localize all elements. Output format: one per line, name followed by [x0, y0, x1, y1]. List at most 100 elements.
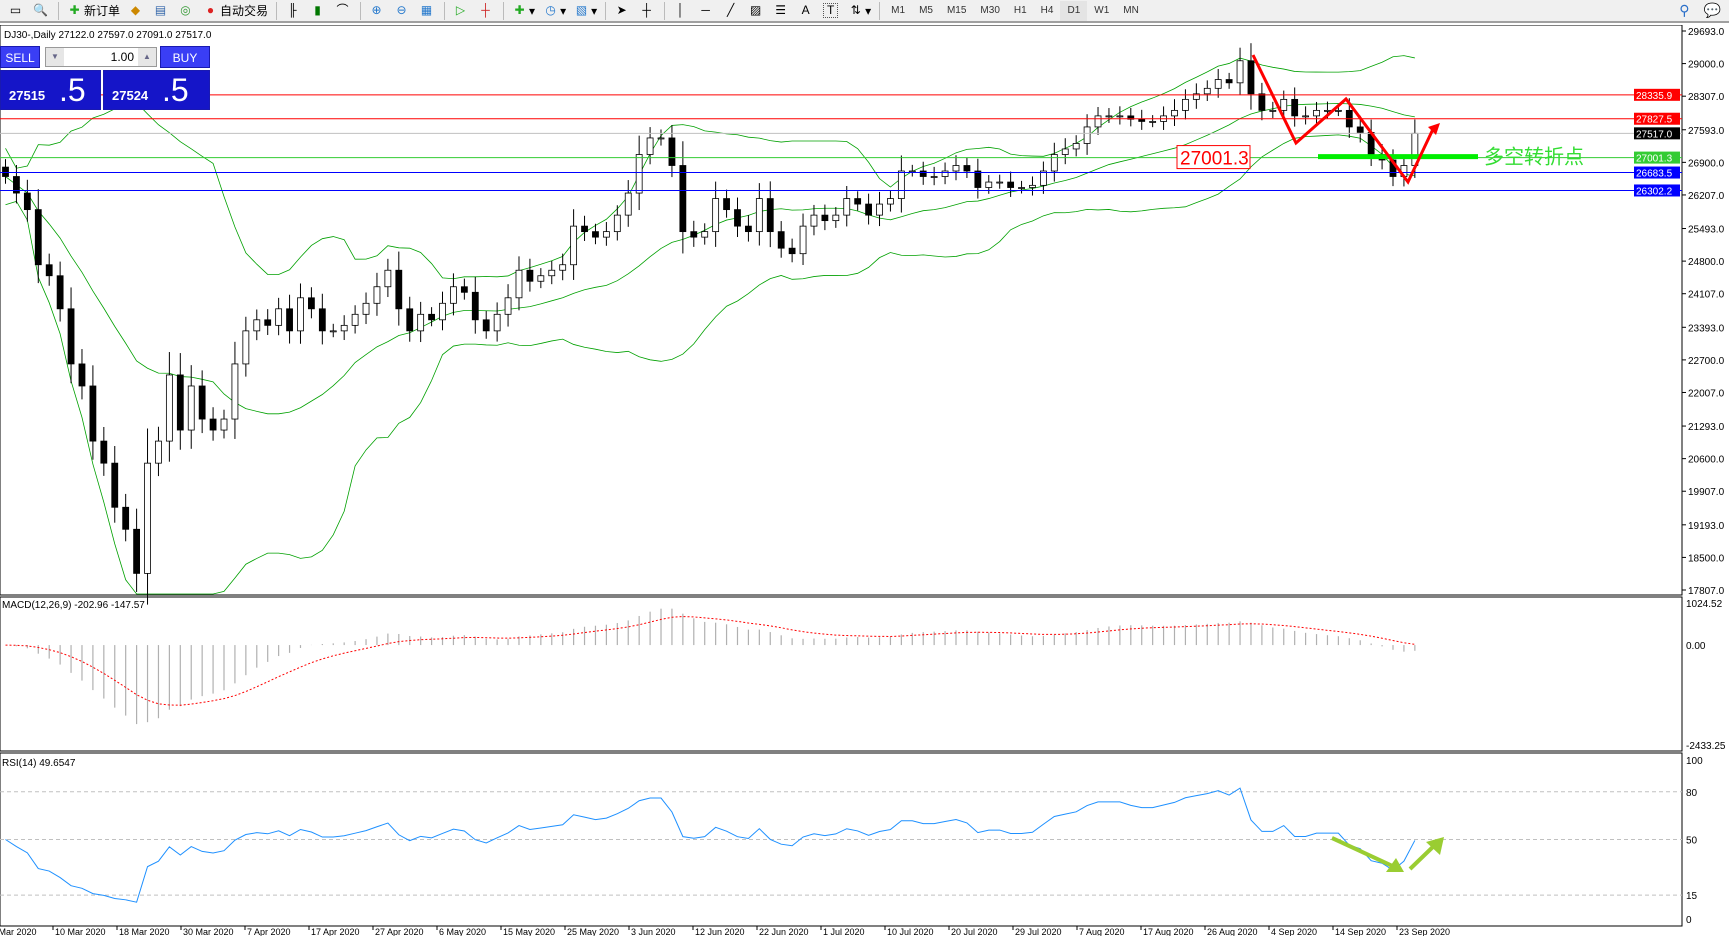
candle-body: [286, 308, 293, 332]
candle-body: [679, 165, 687, 233]
bar-chart-icon: ╟: [288, 3, 297, 17]
candle-body: [231, 363, 239, 420]
sell-button[interactable]: SELL: [0, 46, 40, 68]
text-label-button[interactable]: T: [819, 1, 844, 21]
buy-price-button[interactable]: 27524 .5: [103, 70, 210, 110]
macd-signal-line: [5, 616, 1415, 706]
timeframe-h4[interactable]: H4: [1040, 5, 1054, 16]
bar-chart-button[interactable]: ╟: [281, 1, 306, 21]
lot-input[interactable]: [64, 50, 138, 64]
timeframe-m15[interactable]: M15: [946, 5, 967, 16]
level-label-bg: [1634, 88, 1680, 101]
candle: [198, 370, 206, 434]
auto-trading-label: 自动交易: [220, 4, 269, 18]
text-button[interactable]: A: [794, 1, 819, 21]
chart-window[interactable]: 29693.0 29000.0 28307.0 27593.0 26900.0 26207…: [0, 25, 1729, 936]
indicators-button[interactable]: ✚ ▾: [508, 1, 539, 21]
candle: [428, 307, 435, 327]
level-label-bg: [1634, 166, 1680, 179]
candle-body: [187, 385, 195, 431]
candle-body: [734, 209, 741, 227]
lot-decrease-button[interactable]: ▼: [46, 48, 64, 66]
scroll-button[interactable]: ▷: [449, 1, 474, 21]
zoom-in-icon: ⊕: [371, 3, 382, 17]
fib-fan-button[interactable]: ☰: [769, 1, 794, 21]
candle-body: [329, 330, 337, 333]
candle-body: [515, 269, 523, 299]
date-label: 4 Sep 2020: [1271, 927, 1317, 936]
candle-body: [133, 528, 141, 574]
candle-body: [1171, 109, 1178, 117]
terminal-button[interactable]: ▤: [149, 1, 174, 21]
chat-icon[interactable]: 💬: [1703, 2, 1721, 18]
vertical-line-button[interactable]: │: [669, 1, 694, 21]
timeframe-d1[interactable]: D1: [1060, 0, 1088, 21]
price-tick-label: 22700.0: [1688, 356, 1725, 367]
search-icon[interactable]: ⚲: [1679, 2, 1690, 18]
candle: [592, 223, 599, 245]
timeframe-w1[interactable]: W1: [1094, 5, 1110, 16]
candle: [1258, 82, 1266, 121]
crosshair-button[interactable]: ┼: [635, 1, 660, 21]
periods-button[interactable]: ◷ ▾: [539, 1, 570, 21]
trendline-button[interactable]: ╱: [719, 1, 744, 21]
fibonacci-button[interactable]: ▨: [744, 1, 769, 21]
candle: [1203, 80, 1211, 101]
macd-tick-label: 0.00: [1686, 641, 1706, 652]
candle-body: [1072, 143, 1080, 150]
rsi-tick-label: 100: [1686, 756, 1703, 767]
rsi-label: RSI(14) 49.6547: [2, 758, 76, 769]
candle: [712, 181, 720, 247]
candle-body: [602, 231, 610, 238]
candle-body: [1116, 115, 1124, 118]
zoom-in-button[interactable]: ⊕: [365, 1, 390, 21]
candle-body: [165, 374, 173, 442]
arrows-button[interactable]: ⇅ ▾: [844, 1, 875, 21]
date-label: 7 Apr 2020: [247, 927, 291, 936]
text-icon: A: [801, 3, 810, 17]
templates-button[interactable]: ▧ ▾: [575, 3, 598, 18]
text-label-icon: T: [823, 3, 839, 18]
candle: [843, 186, 851, 227]
candle-body: [1083, 126, 1091, 144]
level-label-bg: [1634, 127, 1680, 140]
candle-body: [723, 198, 730, 211]
candle-body: [646, 137, 654, 155]
buy-button[interactable]: BUY: [160, 46, 210, 68]
signal-button[interactable]: ◎: [174, 1, 199, 21]
candle-body: [176, 374, 184, 431]
tile-button[interactable]: ▦: [415, 1, 440, 21]
sell-price-button[interactable]: 27515 .5: [0, 70, 101, 110]
candle-body: [1225, 79, 1233, 84]
candle: [755, 183, 763, 246]
rsi-tick-label: 0: [1686, 915, 1692, 926]
candle: [373, 272, 381, 316]
zoom-chart-button[interactable]: 🔍: [29, 1, 54, 21]
cursor-button[interactable]: ➤: [610, 1, 635, 21]
candlestick-button[interactable]: ▮: [306, 1, 331, 21]
new-order-button[interactable]: ✚ 新订单: [63, 1, 124, 21]
candle-body: [570, 225, 578, 266]
candle: [297, 283, 304, 344]
window-button[interactable]: ▭: [4, 1, 29, 21]
date-label: 25 May 2020: [567, 927, 619, 936]
zoom-out-button[interactable]: ⊖: [390, 1, 415, 21]
timeframe-h1[interactable]: H1: [1013, 5, 1027, 16]
date-label: 22 Jun 2020: [759, 927, 809, 936]
lot-stepper[interactable]: ▼ ▲: [45, 47, 157, 67]
timeframe-m5[interactable]: M5: [919, 5, 933, 16]
timeframe-m1[interactable]: M1: [891, 5, 906, 16]
timeframe-mn[interactable]: MN: [1123, 5, 1139, 16]
candle-body: [996, 181, 1004, 184]
lot-increase-button[interactable]: ▲: [138, 48, 156, 66]
horizontal-line-button[interactable]: ─: [694, 1, 719, 21]
candle-body: [1018, 187, 1025, 189]
timeframe-m30[interactable]: M30: [980, 5, 1000, 16]
candle: [100, 426, 108, 476]
history-button[interactable]: ◆: [124, 1, 149, 21]
candle-body: [275, 308, 283, 326]
sell-price-main: 27515: [9, 88, 46, 103]
shift-button[interactable]: ┼: [474, 1, 499, 21]
line-chart-button[interactable]: ⌒: [331, 1, 356, 21]
auto-trading-button[interactable]: ● 自动交易: [199, 1, 272, 21]
